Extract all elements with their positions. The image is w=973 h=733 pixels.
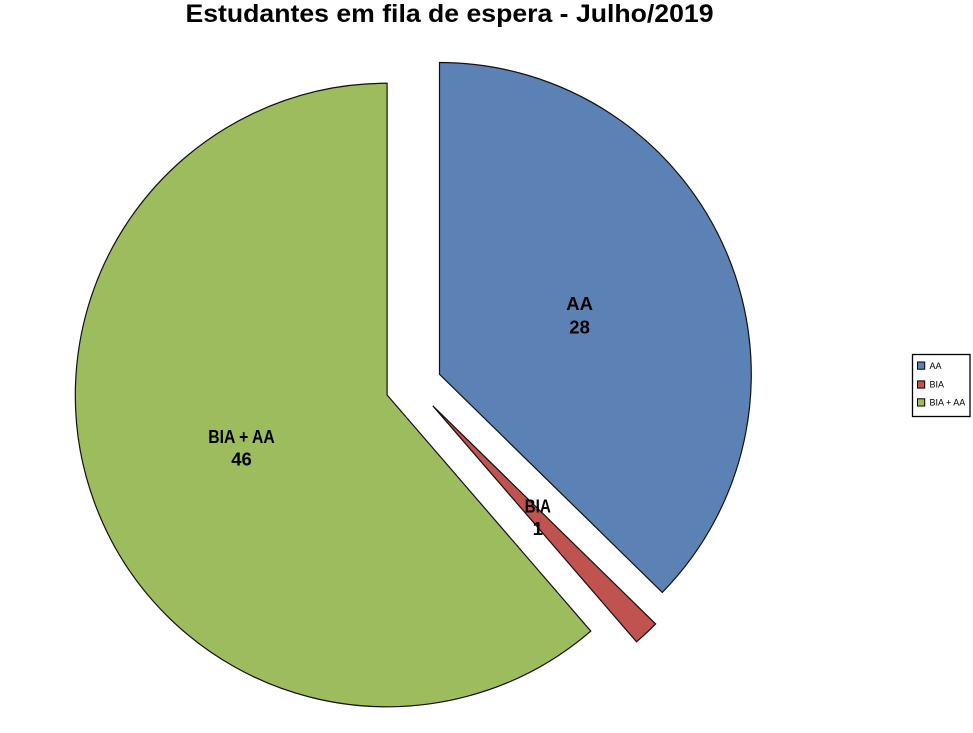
svg-text:AA: AA — [930, 361, 942, 371]
svg-text:BIA: BIA — [525, 496, 551, 517]
svg-text:46: 46 — [231, 449, 252, 470]
svg-text:28: 28 — [569, 316, 590, 337]
svg-text:1: 1 — [533, 518, 543, 539]
svg-text:BIA + AA: BIA + AA — [930, 398, 966, 408]
svg-text:AA: AA — [566, 293, 593, 314]
svg-text:Estudantes em fila de espera -: Estudantes em fila de espera - Julho/201… — [186, 1, 714, 28]
svg-text:BIA + AA: BIA + AA — [208, 426, 275, 447]
svg-text:BIA: BIA — [930, 380, 945, 390]
